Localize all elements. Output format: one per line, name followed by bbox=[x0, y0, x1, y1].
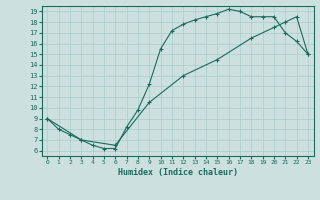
X-axis label: Humidex (Indice chaleur): Humidex (Indice chaleur) bbox=[118, 168, 237, 177]
